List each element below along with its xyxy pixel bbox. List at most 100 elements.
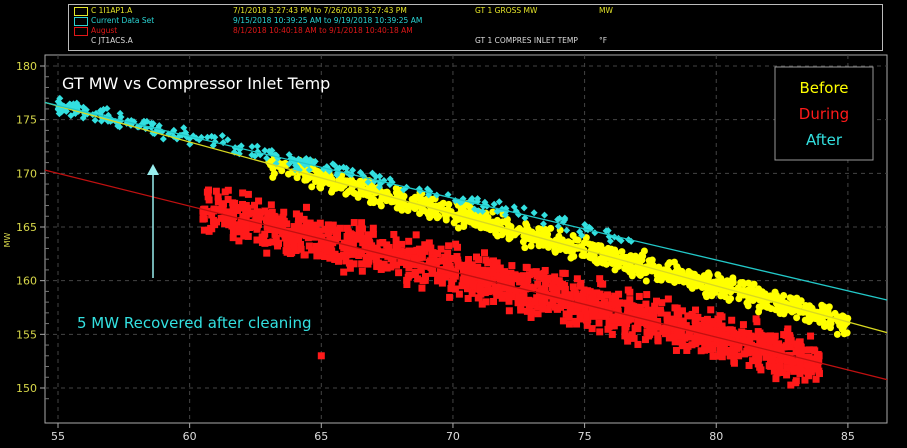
data-point	[446, 293, 454, 301]
data-point	[200, 226, 208, 234]
y-tick-label: 160	[16, 275, 37, 288]
arrow-up-icon	[147, 164, 159, 175]
data-point	[567, 239, 575, 247]
data-point	[247, 209, 255, 217]
data-point	[754, 328, 762, 336]
data-point	[495, 198, 503, 206]
data-point	[648, 256, 656, 264]
data-point	[771, 288, 779, 296]
data-point	[348, 244, 356, 252]
data-point	[549, 292, 557, 300]
data-point	[401, 201, 409, 209]
legend-box	[774, 66, 874, 161]
data-point	[253, 208, 261, 216]
data-point	[542, 280, 550, 288]
data-point	[722, 326, 730, 334]
y-tick-label: 180	[16, 60, 37, 73]
data-point	[489, 268, 497, 276]
legend-entry: Before	[799, 79, 848, 97]
data-point	[684, 312, 692, 320]
data-point	[251, 152, 259, 160]
data-point	[424, 209, 432, 217]
data-point	[528, 308, 536, 316]
data-point	[232, 204, 240, 212]
data-point	[474, 263, 482, 271]
data-point	[271, 229, 279, 237]
data-point	[358, 219, 366, 227]
data-point	[595, 312, 603, 320]
data-point	[619, 312, 627, 320]
data-point	[815, 367, 823, 375]
data-point	[288, 249, 296, 257]
data-point	[358, 267, 366, 275]
data-point	[405, 249, 413, 257]
data-point	[383, 188, 391, 196]
data-point	[499, 291, 507, 299]
data-point	[525, 271, 533, 279]
data-point	[752, 315, 760, 323]
data-point	[242, 219, 250, 227]
series-swatch-icon[interactable]	[74, 27, 88, 36]
data-point	[645, 332, 653, 340]
data-point	[438, 279, 446, 287]
data-point	[244, 190, 252, 198]
data-point	[791, 358, 799, 366]
data-point	[508, 262, 516, 270]
legend-row[interactable]: C 1I1AP1.A 7/1/2018 3:27:43 PM to 7/26/20…	[69, 6, 882, 16]
data-point	[794, 300, 802, 308]
data-point	[238, 222, 246, 230]
data-point	[512, 287, 520, 295]
data-point	[302, 154, 310, 162]
data-point	[442, 216, 450, 224]
series-swatch-icon[interactable]	[74, 7, 88, 16]
data-point	[350, 260, 358, 268]
data-point	[267, 201, 275, 209]
data-point	[379, 238, 387, 246]
data-point	[321, 225, 329, 233]
data-point	[280, 217, 288, 225]
data-point	[224, 195, 232, 203]
legend-row[interactable]: Current Data Set 9/15/2018 10:39:25 AM to…	[69, 16, 882, 26]
data-point	[227, 220, 235, 228]
data-point	[624, 286, 632, 294]
data-point	[411, 271, 419, 279]
data-point	[397, 258, 405, 266]
data-point	[588, 243, 596, 251]
data-point	[787, 337, 795, 345]
data-point	[417, 248, 425, 256]
data-point	[646, 324, 654, 332]
legend-row[interactable]: August 8/1/2018 10:40:18 AM to 9/1/2018 1…	[69, 26, 882, 36]
data-point	[521, 214, 529, 222]
data-point	[654, 336, 662, 344]
data-point	[595, 319, 603, 327]
data-point	[767, 332, 775, 340]
data-point	[651, 302, 659, 310]
data-point	[493, 272, 501, 280]
data-point	[528, 228, 536, 236]
data-point	[403, 281, 411, 289]
data-point	[369, 224, 377, 232]
data-point	[665, 334, 673, 342]
data-point	[412, 231, 420, 239]
data-point	[350, 219, 358, 227]
data-point	[366, 240, 374, 248]
data-point	[718, 325, 726, 333]
legend-row[interactable]: C JT1ACS.A GT 1 COMPRES INLET TEMP °F	[69, 36, 882, 46]
data-point	[516, 278, 524, 286]
data-point	[730, 329, 738, 337]
data-point	[345, 259, 353, 267]
data-point	[392, 236, 400, 244]
data-point	[605, 317, 613, 325]
data-point	[539, 220, 547, 228]
data-point	[464, 295, 472, 303]
data-point	[711, 329, 719, 337]
data-point	[810, 365, 818, 373]
data-point	[407, 260, 415, 268]
data-point	[767, 355, 775, 363]
data-point	[684, 342, 692, 350]
data-point	[788, 362, 796, 370]
data-point	[702, 290, 710, 298]
series-swatch-icon[interactable]	[74, 17, 88, 26]
data-point	[366, 199, 374, 207]
